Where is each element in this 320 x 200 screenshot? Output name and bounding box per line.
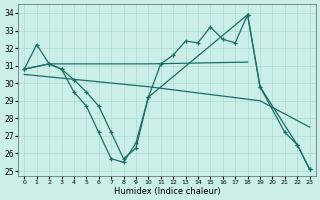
X-axis label: Humidex (Indice chaleur): Humidex (Indice chaleur) xyxy=(114,187,220,196)
